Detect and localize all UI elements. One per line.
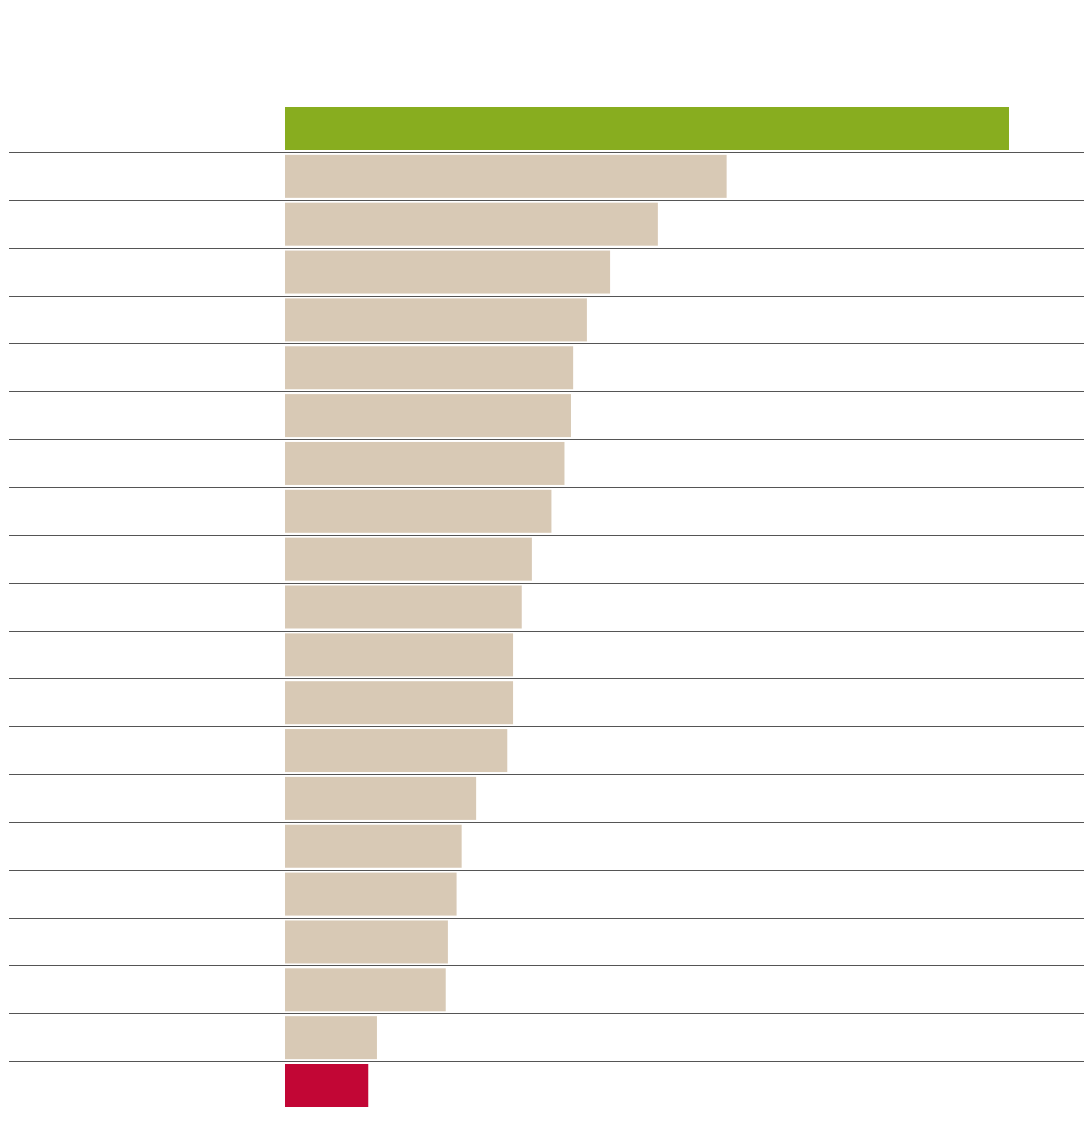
bar-12 <box>285 633 514 677</box>
bar-17 <box>285 872 457 916</box>
bar-19 <box>285 968 446 1012</box>
bar-13 <box>285 681 514 725</box>
bar-21 <box>285 1064 369 1107</box>
bar-7 <box>285 394 571 438</box>
bar-14 <box>285 729 508 773</box>
bar-20 <box>285 1016 377 1060</box>
bars-group <box>285 107 1009 1107</box>
bar-10 <box>285 537 532 581</box>
bar-2 <box>285 154 727 198</box>
bar-8 <box>285 441 565 485</box>
bar-6 <box>285 346 574 390</box>
bar-16 <box>285 824 462 868</box>
bar-3 <box>285 202 658 246</box>
bar-11 <box>285 585 522 629</box>
bar-5 <box>285 298 587 342</box>
bar-9 <box>285 489 552 533</box>
bar-15 <box>285 776 477 820</box>
row-separators <box>9 152 1084 1062</box>
bar-18 <box>285 920 448 964</box>
bar-1 <box>285 107 1009 150</box>
bar-4 <box>285 250 611 294</box>
